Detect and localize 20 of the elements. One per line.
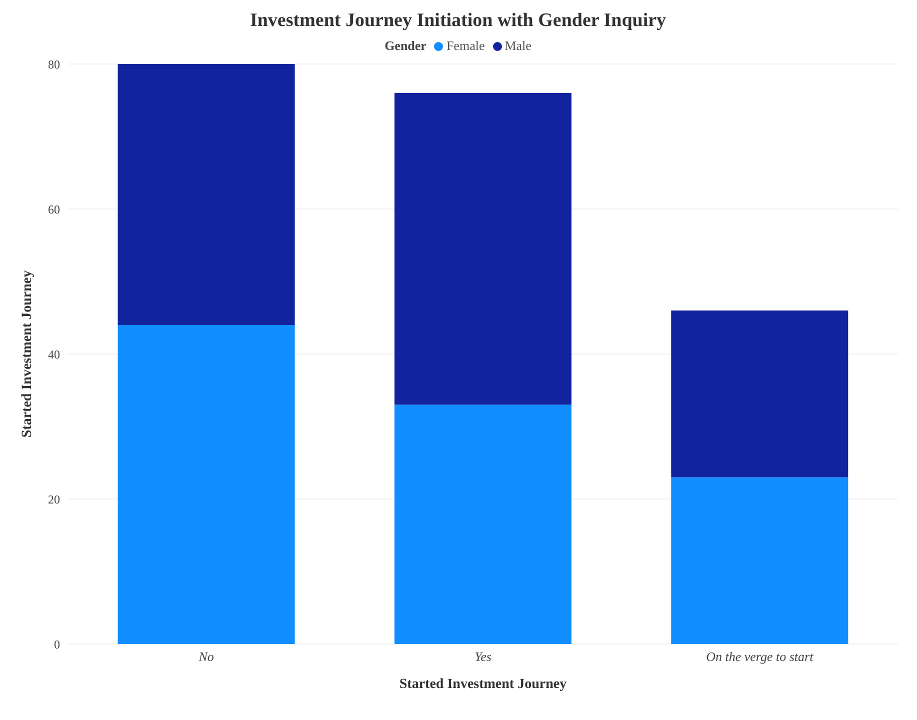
x-tick-label: On the verge to start [706,649,814,664]
y-axis-title: Started Investment Journey [20,270,35,438]
chart-title: Investment Journey Initiation with Gender Inquiry [248,10,668,32]
y-tick-label: 40 [48,347,60,362]
y-tick-label: 80 [48,57,60,72]
bar [394,404,572,644]
x-tick-label: Yes [474,649,492,664]
bar [118,64,295,325]
legend-label: Male [504,38,532,54]
y-tick-label: 60 [48,202,60,216]
bar [671,477,848,644]
x-axis-title: Started Investment Journey [399,677,567,692]
bar [394,93,572,405]
bar [671,310,848,478]
y-tick-label: 20 [48,492,60,506]
y-tick-label: 0 [54,637,60,652]
x-tick-label: No [198,649,214,664]
bar [118,325,295,644]
legend-label: Female [445,38,485,54]
legend-title: Gender [384,38,426,54]
